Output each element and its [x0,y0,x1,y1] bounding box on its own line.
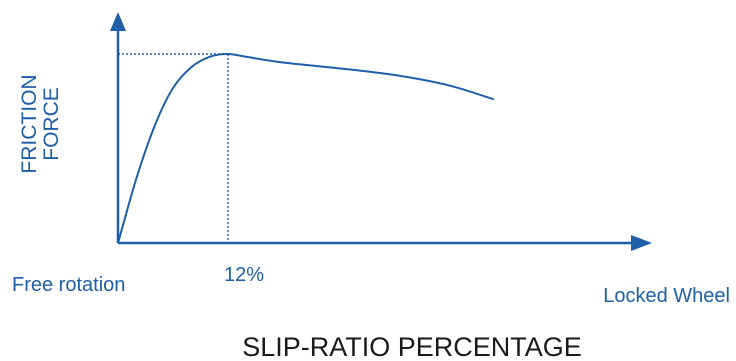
x-start-label: Free rotation [12,274,125,296]
y-axis-label-line-2: FORCE [40,87,63,161]
x-axis-title: SLIP-RATIO PERCENTAGE [242,332,582,361]
peak-slip-label: 12% [224,264,264,286]
x-axis-arrowhead [631,235,652,251]
friction-curve [117,52,495,244]
y-axis-label-line-1: FRICTION [18,74,41,173]
y-axis-arrowhead [110,12,126,31]
x-end-label: Locked Wheel [603,285,730,307]
